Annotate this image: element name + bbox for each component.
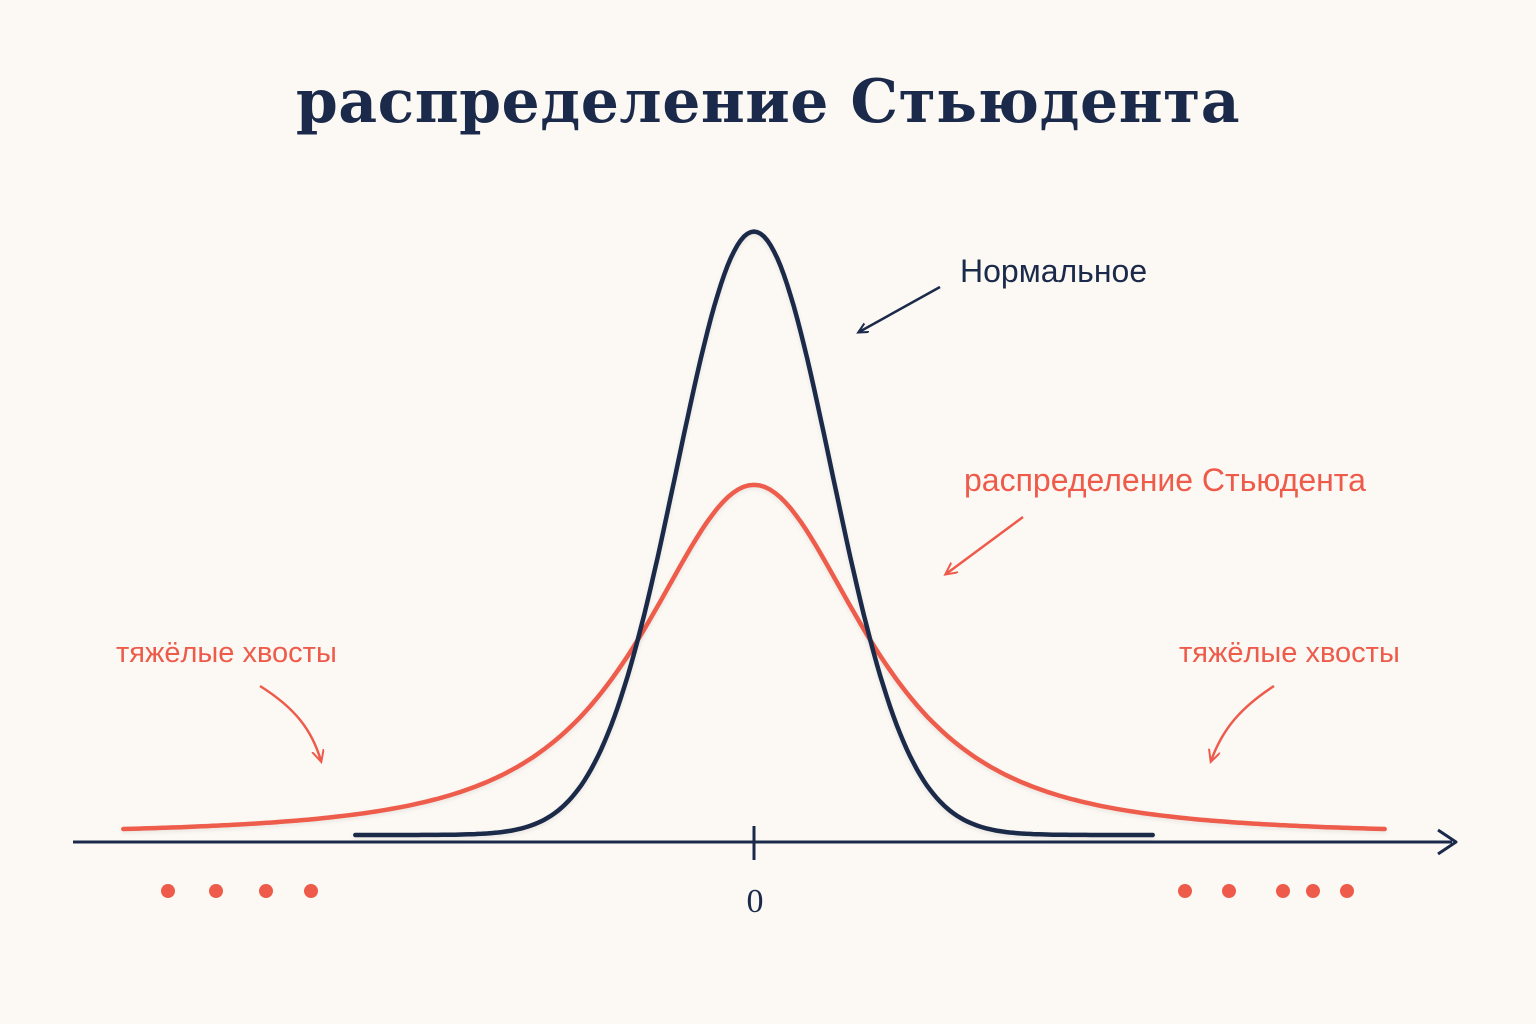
tails-left-arrow	[259, 684, 321, 761]
tails-right-label: тяжёлые хвосты	[1179, 637, 1400, 669]
tail-right-dot	[1276, 884, 1290, 898]
x-tick-label-zero: 0	[747, 883, 764, 920]
tails-right-arrow	[1211, 684, 1275, 761]
tails-left-label: тяжёлые хвосты	[116, 637, 337, 669]
tail-right-dot	[1340, 884, 1354, 898]
tail-left-dot	[259, 884, 273, 898]
normal-label: Нормальное	[960, 253, 1147, 289]
tail-right-dot	[1222, 884, 1236, 898]
student-t-curve	[121, 482, 1387, 832]
tail-dots-right	[1178, 884, 1354, 898]
tail-left-dot	[209, 884, 223, 898]
tail-right-dot	[1178, 884, 1192, 898]
tail-left-dot	[161, 884, 175, 898]
normal-curve	[353, 229, 1155, 838]
x-axis-arrowhead	[1437, 828, 1458, 856]
student-label: распределение Стьюдента	[964, 462, 1366, 498]
tail-left-dot	[304, 884, 318, 898]
student-arrow	[946, 515, 1024, 574]
tail-dots-left	[161, 884, 318, 898]
page-title: распределение Стьюдента	[295, 67, 1241, 137]
tail-right-dot	[1306, 884, 1320, 898]
normal-arrow	[859, 285, 941, 332]
